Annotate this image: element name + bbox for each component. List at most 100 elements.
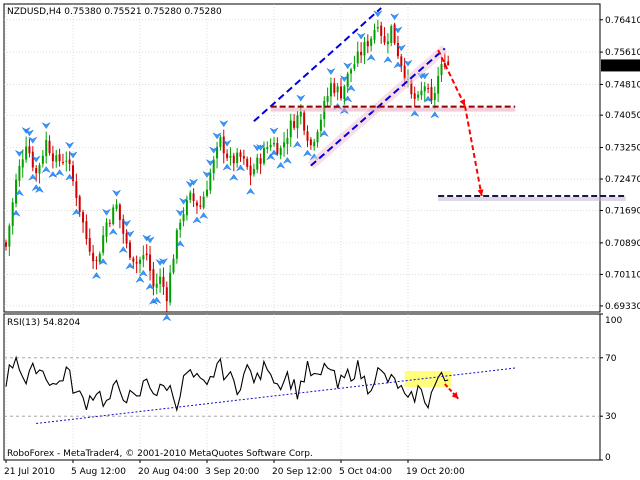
candle-body bbox=[206, 189, 208, 196]
candle-body bbox=[396, 42, 399, 57]
fractal-up-icon bbox=[269, 149, 279, 157]
fractal-down-icon bbox=[101, 208, 112, 216]
candle-body bbox=[403, 65, 406, 80]
channel-upper-line bbox=[253, 7, 382, 122]
fractal-up-icon bbox=[98, 258, 108, 266]
fractal-up-icon bbox=[276, 161, 286, 169]
candle-body bbox=[41, 155, 44, 164]
time-tick-label: 19 Oct 20:00 bbox=[406, 467, 465, 477]
candle-body bbox=[132, 258, 135, 262]
candle-body bbox=[145, 253, 148, 256]
candle-body bbox=[209, 173, 212, 191]
fractal-up-icon bbox=[192, 216, 202, 224]
fractal-up-icon bbox=[55, 169, 65, 177]
candle-body bbox=[390, 26, 393, 43]
candle-body bbox=[262, 147, 265, 164]
candle-body bbox=[58, 154, 61, 162]
candle-body bbox=[98, 253, 101, 262]
candle-body bbox=[417, 94, 420, 98]
fractal-down-icon bbox=[68, 151, 78, 159]
candle-body bbox=[18, 166, 21, 181]
candle-body bbox=[246, 158, 249, 167]
candle-body bbox=[276, 142, 279, 154]
fractal-up-icon bbox=[266, 153, 276, 161]
candle-body bbox=[283, 142, 286, 148]
time-tick-label: 20 Sep 12:00 bbox=[272, 467, 332, 477]
fractal-down-icon bbox=[178, 197, 189, 205]
candle-body bbox=[423, 86, 426, 92]
candle-body bbox=[35, 168, 38, 174]
candle-body bbox=[199, 205, 202, 207]
candle-body bbox=[420, 90, 423, 96]
fractal-down-icon bbox=[222, 139, 232, 147]
candle-body bbox=[370, 38, 373, 46]
candle-body bbox=[266, 147, 269, 149]
candle-body bbox=[256, 157, 259, 170]
candle-body bbox=[175, 230, 178, 259]
candle-body bbox=[433, 93, 436, 100]
price-tick-label: 0.76410 bbox=[605, 16, 640, 26]
fractal-up-icon bbox=[175, 240, 185, 248]
candle-body bbox=[360, 51, 363, 56]
price-tick-label: 0.70890 bbox=[605, 239, 640, 249]
candle-body bbox=[118, 204, 121, 220]
candle-body bbox=[72, 165, 74, 182]
fractal-up-icon bbox=[162, 314, 172, 322]
candle-body bbox=[28, 146, 31, 154]
fractal-up-icon bbox=[41, 166, 51, 174]
fractal-up-icon bbox=[71, 208, 81, 216]
time-tick-label: 20 Aug 04:00 bbox=[138, 467, 199, 477]
fractal-down-icon bbox=[14, 149, 24, 157]
price-tick-label: 0.73250 bbox=[605, 143, 640, 153]
candle-body bbox=[343, 86, 346, 100]
price-title: NZDUSD,H4 0.75380 0.75521 0.75280 0.7528… bbox=[7, 7, 222, 17]
fractal-up-icon bbox=[423, 95, 433, 103]
candle-body bbox=[61, 161, 64, 163]
candle-body bbox=[88, 238, 91, 252]
candle-body bbox=[122, 219, 125, 234]
candle-body bbox=[192, 193, 195, 201]
fractal-up-icon bbox=[410, 110, 420, 117]
candle-body bbox=[447, 61, 450, 66]
fractal-down-icon bbox=[212, 132, 222, 140]
rsi-tick-label: 0 bbox=[605, 453, 611, 463]
candle-body bbox=[296, 115, 299, 129]
fractal-down-icon bbox=[28, 136, 38, 144]
price-tick-label: 0.75610 bbox=[605, 48, 640, 58]
candle-body bbox=[95, 259, 98, 261]
candle-body bbox=[222, 136, 225, 154]
candle-body bbox=[313, 141, 316, 147]
candle-body bbox=[108, 222, 111, 224]
candle-body bbox=[303, 112, 306, 131]
candle-body bbox=[216, 146, 219, 159]
candle-body bbox=[336, 86, 339, 93]
candle-body bbox=[279, 147, 282, 155]
candle-body bbox=[212, 159, 215, 174]
candle-body bbox=[410, 80, 413, 95]
fractal-up-icon bbox=[138, 269, 148, 277]
axes-layer: 0.76410 0.75610 0.74810 0.74050 0.73250 0.724… bbox=[4, 16, 640, 477]
channel-lower-line bbox=[310, 47, 446, 167]
candle-body bbox=[65, 160, 68, 162]
candle-body bbox=[393, 24, 396, 44]
candle-body bbox=[128, 242, 131, 258]
fractal-up-icon bbox=[118, 246, 128, 254]
forecast-arrow-line bbox=[463, 105, 483, 197]
forecast-arrow-line bbox=[437, 49, 466, 107]
candle-body bbox=[82, 212, 85, 223]
candle-body bbox=[185, 200, 188, 216]
fractal-up-icon bbox=[222, 163, 232, 171]
rsi-tick-label: 100 bbox=[605, 316, 622, 326]
candle-body bbox=[259, 158, 262, 164]
candle-body bbox=[21, 159, 24, 168]
fractal-down-icon bbox=[125, 230, 135, 238]
fractal-down-icon bbox=[256, 143, 266, 151]
fractal-up-icon bbox=[108, 228, 118, 236]
candle-body bbox=[31, 151, 34, 168]
candle-body bbox=[306, 131, 309, 141]
rsi-line bbox=[5, 355, 449, 413]
price-tick-label: 0.74810 bbox=[605, 80, 640, 90]
fractal-down-icon bbox=[339, 75, 349, 82]
candle-body bbox=[400, 56, 403, 66]
fractal-up-icon bbox=[11, 209, 21, 217]
